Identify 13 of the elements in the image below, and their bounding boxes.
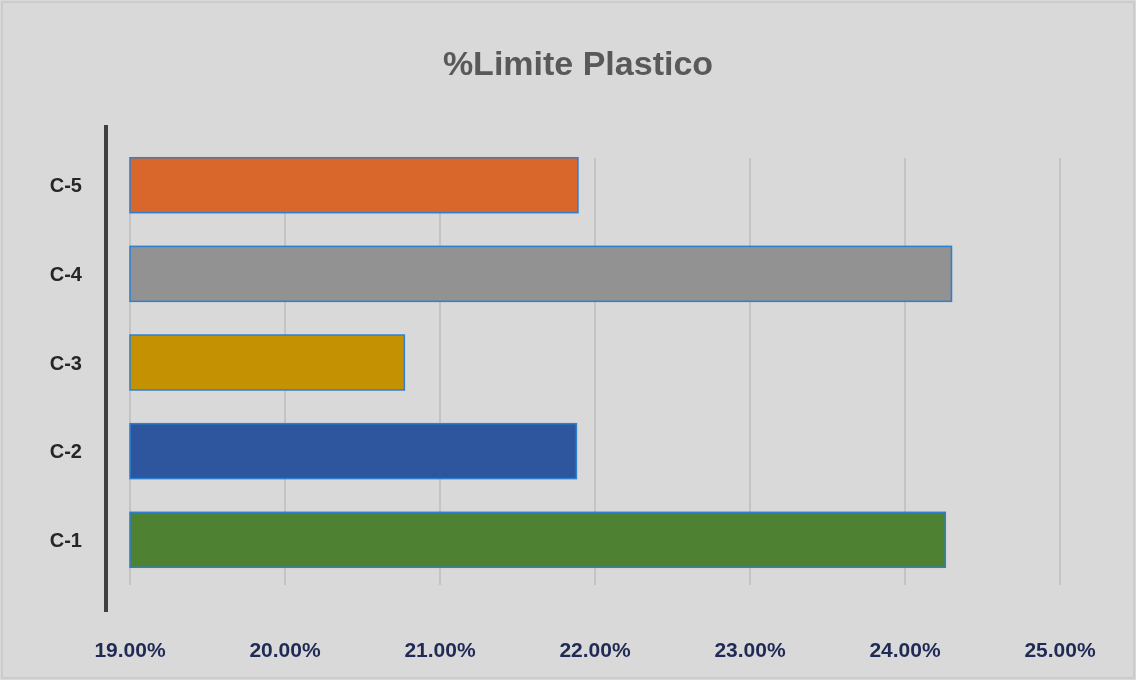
chart-title: %Limite Plastico (442, 44, 714, 82)
y-tick-label: C-2 (49, 440, 82, 463)
y-tick-label: C-1 (49, 528, 82, 551)
x-tick-label: 24.00% (869, 638, 941, 661)
y-tick-label: C-5 (49, 174, 82, 197)
y-tick-label: C-4 (49, 262, 83, 285)
x-tick-label: 20.00% (249, 638, 321, 661)
y-tick-label: C-3 (49, 351, 82, 374)
x-tick-label: 21.00% (404, 638, 476, 661)
x-tick-label: 25.00% (1024, 638, 1096, 661)
x-tick-label: 23.00% (714, 638, 786, 661)
x-tick-label: 19.00% (94, 638, 166, 661)
x-tick-label: 22.00% (559, 638, 631, 661)
